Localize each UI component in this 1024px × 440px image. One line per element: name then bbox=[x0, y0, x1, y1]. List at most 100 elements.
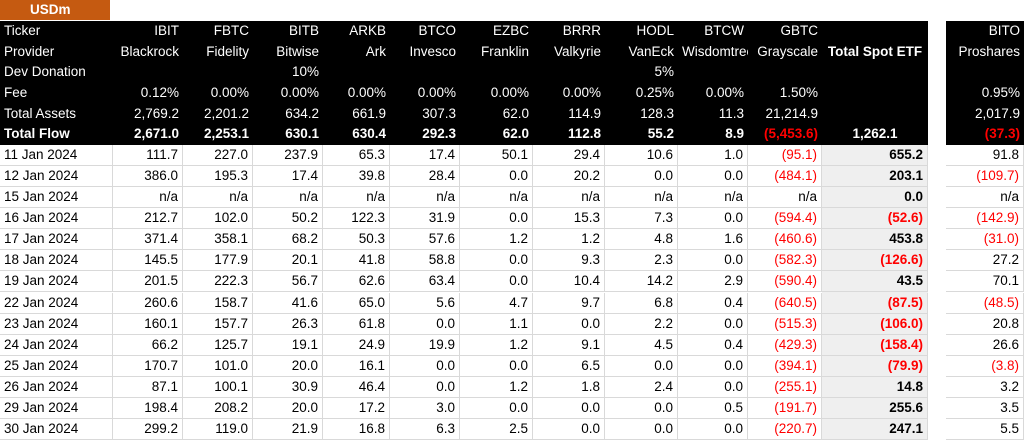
header-cell: Franklin bbox=[480, 43, 529, 59]
header-cell: BRRR bbox=[562, 23, 601, 38]
header-cell: 0.95% bbox=[981, 85, 1020, 100]
value-cell: 203.1 bbox=[822, 166, 928, 188]
value-cell: 2.3 bbox=[605, 250, 678, 272]
header-cell: 62.0 bbox=[502, 105, 529, 121]
value-cell: 0.0 bbox=[533, 313, 605, 335]
value-cell: (52.6) bbox=[822, 208, 928, 230]
value-cell: (87.5) bbox=[822, 292, 928, 314]
date-cell: 25 Jan 2024 bbox=[0, 355, 113, 377]
header-cell: Invesco bbox=[409, 43, 456, 59]
header-cell: 2,253.1 bbox=[203, 126, 249, 142]
header-cell: Wisdomtree bbox=[682, 43, 748, 59]
date-cell: 17 Jan 2024 bbox=[0, 229, 113, 251]
header-cell: BITB bbox=[288, 23, 319, 38]
header-cell: Bitwise bbox=[276, 43, 319, 59]
value-cell: 1.2 bbox=[460, 334, 533, 356]
value-cell: (191.7) bbox=[748, 397, 822, 419]
value-cell: (109.7) bbox=[946, 166, 1024, 188]
header-cell: 630.4 bbox=[352, 126, 386, 142]
value-cell: 2.2 bbox=[605, 313, 678, 335]
value-cell: 3.2 bbox=[946, 376, 1024, 398]
value-cell: 0.0 bbox=[605, 355, 678, 377]
value-cell: 0.0 bbox=[605, 418, 678, 440]
row-label: Ticker bbox=[4, 23, 41, 38]
value-cell: 2.4 bbox=[605, 376, 678, 398]
value-cell: 20.0 bbox=[253, 355, 323, 377]
value-cell: 0.0 bbox=[460, 208, 533, 230]
value-cell: 1.2 bbox=[460, 376, 533, 398]
value-cell: 7.3 bbox=[605, 208, 678, 230]
value-cell: 50.3 bbox=[323, 229, 390, 251]
value-cell: 0.4 bbox=[678, 292, 748, 314]
value-cell: 0.0 bbox=[390, 355, 460, 377]
header-cell: 307.3 bbox=[422, 105, 456, 121]
value-cell: 17.2 bbox=[323, 397, 390, 419]
value-cell: 31.9 bbox=[390, 208, 460, 230]
value-cell: 386.0 bbox=[113, 166, 183, 188]
value-cell: 26.6 bbox=[946, 334, 1024, 356]
value-cell: 0.0 bbox=[605, 166, 678, 188]
header-cell: 21,214.9 bbox=[765, 105, 818, 121]
value-cell: (640.5) bbox=[748, 292, 822, 314]
value-cell: 10.4 bbox=[533, 271, 605, 293]
header-band bbox=[946, 21, 1024, 145]
value-cell: 0.0 bbox=[605, 397, 678, 419]
header-cell: 11.3 bbox=[718, 105, 744, 121]
header-cell: (5,453.6) bbox=[763, 126, 818, 142]
value-cell: 41.6 bbox=[253, 292, 323, 314]
header-cell: Fidelity bbox=[206, 43, 249, 59]
value-cell: 26.3 bbox=[253, 313, 323, 335]
header-cell: 62.0 bbox=[502, 126, 529, 142]
row-label: Total Assets bbox=[4, 105, 77, 121]
value-cell: n/a bbox=[678, 187, 748, 209]
value-cell: 63.4 bbox=[390, 271, 460, 293]
header-cell: 292.3 bbox=[422, 126, 456, 142]
value-cell: 0.0 bbox=[460, 166, 533, 188]
value-cell: 65.3 bbox=[323, 145, 390, 167]
value-cell: 160.1 bbox=[113, 313, 183, 335]
value-cell: 1.0 bbox=[678, 145, 748, 167]
value-cell: 46.4 bbox=[323, 376, 390, 398]
value-cell: 371.4 bbox=[113, 229, 183, 251]
date-cell: 23 Jan 2024 bbox=[0, 313, 113, 335]
value-cell: 1.6 bbox=[678, 229, 748, 251]
value-cell: 50.2 bbox=[253, 208, 323, 230]
value-cell: 157.7 bbox=[183, 313, 253, 335]
value-cell: 4.7 bbox=[460, 292, 533, 314]
value-cell: 5.6 bbox=[390, 292, 460, 314]
row-label: Fee bbox=[4, 85, 28, 100]
value-cell: (106.0) bbox=[822, 313, 928, 335]
header-cell: Grayscale bbox=[757, 43, 818, 59]
header-cell: 0.00% bbox=[210, 85, 249, 100]
value-cell: 2.9 bbox=[678, 271, 748, 293]
value-cell: n/a bbox=[460, 187, 533, 209]
value-cell: 177.9 bbox=[183, 250, 253, 272]
header-cell: (37.3) bbox=[984, 126, 1020, 142]
value-cell: 30.9 bbox=[253, 376, 323, 398]
header-cell: HODL bbox=[636, 23, 674, 38]
value-cell: 70.1 bbox=[946, 271, 1024, 293]
value-cell: 4.5 bbox=[605, 334, 678, 356]
header-cell: ARKB bbox=[349, 23, 386, 38]
value-cell: 3.0 bbox=[390, 397, 460, 419]
header-cell: BTCW bbox=[704, 23, 744, 38]
value-cell: 0.0 bbox=[533, 397, 605, 419]
header-cell: 8.9 bbox=[725, 126, 744, 142]
header-cell: Total Spot ETF bbox=[827, 43, 923, 59]
header-band bbox=[0, 21, 928, 145]
value-cell: 0.0 bbox=[390, 376, 460, 398]
value-cell: 195.3 bbox=[183, 166, 253, 188]
header-cell: 661.9 bbox=[352, 105, 386, 121]
value-cell: 20.0 bbox=[253, 397, 323, 419]
value-cell: 212.7 bbox=[113, 208, 183, 230]
value-cell: 87.1 bbox=[113, 376, 183, 398]
value-cell: 1.8 bbox=[533, 376, 605, 398]
value-cell: 102.0 bbox=[183, 208, 253, 230]
header-cell: VanEck bbox=[628, 43, 674, 59]
value-cell: 66.2 bbox=[113, 334, 183, 356]
value-cell: 0.0 bbox=[678, 313, 748, 335]
header-cell: 2,017.9 bbox=[974, 105, 1020, 121]
header-cell: 0.00% bbox=[280, 85, 319, 100]
value-cell: 0.4 bbox=[678, 334, 748, 356]
value-cell: 255.6 bbox=[822, 397, 928, 419]
